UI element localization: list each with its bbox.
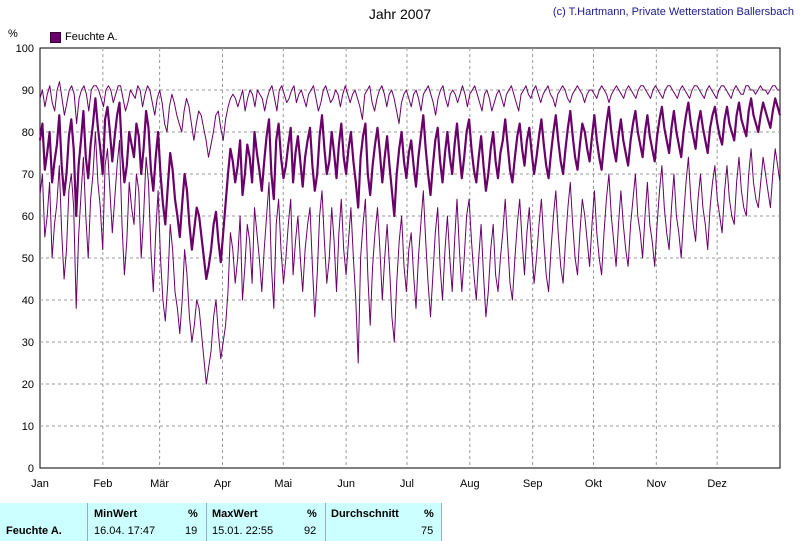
min-value: 19 <box>185 525 198 537</box>
avg-unit: % <box>424 508 434 520</box>
stats-divider <box>87 503 88 541</box>
y-tick-label: 40 <box>22 295 34 307</box>
y-tick-label: 10 <box>22 421 34 433</box>
copyright-text: (c) T.Hartmann, Private Wetterstation Ba… <box>552 6 794 18</box>
legend-label: Feuchte A. <box>65 31 118 43</box>
y-tick-label: 80 <box>22 127 34 139</box>
max-unit: % <box>307 508 317 520</box>
series-line-daily-mean <box>38 97 782 281</box>
x-tick-label: Jul <box>400 478 414 490</box>
x-tick-label: Aug <box>460 478 480 490</box>
stats-divider <box>325 503 326 541</box>
y-tick-label: 50 <box>22 253 34 265</box>
y-tick-label: 60 <box>22 211 34 223</box>
legend-swatch <box>50 31 61 43</box>
max-value: 92 <box>304 525 317 537</box>
stats-row-label: Feuchte A. <box>6 525 62 537</box>
y-axis-unit: % <box>8 28 18 40</box>
min-time: 16.04. 17:47 <box>94 525 156 537</box>
x-tick-label: Feb <box>93 478 112 490</box>
x-tick-label: Apr <box>214 478 231 490</box>
x-tick-label: Dez <box>707 478 727 490</box>
series-line-daily-min <box>39 131 781 385</box>
y-tick-label: 0 <box>28 463 34 475</box>
stats-divider <box>441 503 442 541</box>
x-tick-label: Okt <box>585 478 602 490</box>
chart-title: Jahr 2007 <box>368 6 432 22</box>
stats-empty-area <box>441 503 800 541</box>
series-line-daily-max <box>39 81 780 158</box>
min-header: MinWert <box>94 508 138 520</box>
y-tick-label: 70 <box>22 169 34 181</box>
x-tick-label: Sep <box>523 478 543 490</box>
x-tick-label: Jun <box>337 478 355 490</box>
stats-panel <box>0 503 800 541</box>
stats-divider <box>206 503 207 541</box>
x-tick-label: Jan <box>31 478 49 490</box>
avg-header: Durchschnitt <box>331 508 399 520</box>
humidity-chart: 0 10 20 30 40 50 60 70 80 90 100 Jan Feb Mär Apr Mai Jun… <box>16 43 782 490</box>
max-time: 15.01. 22:55 <box>212 525 274 537</box>
legend: Feuchte A. <box>50 31 118 43</box>
y-tick-label: 100 <box>16 43 34 55</box>
min-unit: % <box>188 508 198 520</box>
avg-value: 75 <box>421 525 434 537</box>
y-tick-label: 20 <box>22 379 34 391</box>
x-tick-label: Nov <box>647 478 667 490</box>
max-header: MaxWert <box>212 508 258 520</box>
y-tick-label: 90 <box>22 85 34 97</box>
x-tick-label: Mär <box>150 478 169 490</box>
x-tick-label: Mai <box>274 478 292 490</box>
y-tick-label: 30 <box>22 337 34 349</box>
